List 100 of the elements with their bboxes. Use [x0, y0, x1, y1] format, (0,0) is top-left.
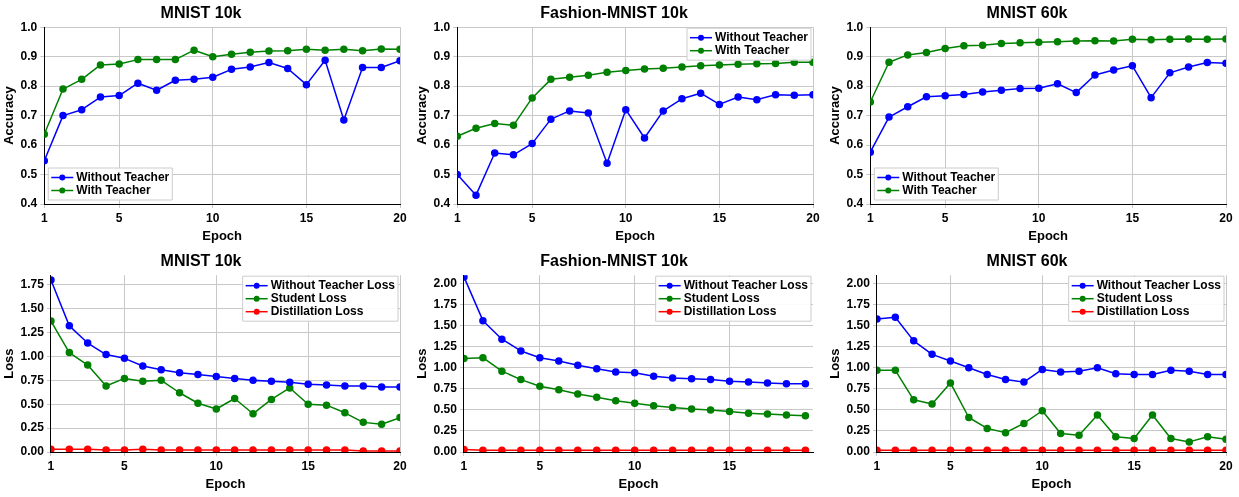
point [725, 407, 734, 416]
point [946, 379, 955, 387]
point [190, 75, 198, 84]
point [903, 51, 912, 59]
chart-title: MNIST 60k [986, 4, 1068, 22]
y-tick-label: 0.7 [433, 107, 451, 122]
point [1053, 80, 1062, 88]
point [622, 66, 630, 75]
legend-label: With Teacher [902, 182, 977, 197]
y-tick-label: 0.75 [433, 381, 458, 396]
point [928, 400, 936, 408]
point [801, 380, 810, 388]
y-axis-title: Accuracy [414, 85, 430, 145]
y-axis-title: Loss [1, 348, 17, 379]
y-tick-label: 0.8 [846, 78, 864, 93]
point [1075, 431, 1083, 439]
chart-title: Fashion-MNIST 10k [540, 4, 688, 22]
x-tick-label: 10 [206, 210, 220, 225]
chart-title: MNIST 10k [160, 4, 242, 22]
point [171, 55, 180, 64]
y-tick-label: 1.50 [846, 318, 871, 333]
point [509, 121, 518, 130]
point [1072, 37, 1080, 45]
y-tick-label: 1.75 [433, 296, 458, 311]
point [983, 446, 991, 452]
point [283, 64, 292, 73]
x-tick-label: 20 [393, 458, 407, 473]
point [630, 369, 639, 377]
point [120, 374, 129, 383]
point [603, 68, 611, 77]
point [377, 45, 386, 53]
point [547, 115, 555, 123]
point [359, 382, 368, 390]
legend-label: Distillation Loss [270, 304, 364, 319]
y-tick-label: 0.75 [846, 381, 871, 396]
point [341, 382, 349, 390]
x-tick-label: 15 [1127, 458, 1142, 473]
point [102, 382, 110, 390]
point [175, 389, 184, 397]
point [753, 95, 761, 104]
point [725, 377, 734, 386]
point [1185, 438, 1194, 446]
legend-label: Student Loss [1096, 291, 1173, 306]
point [630, 399, 639, 407]
point [782, 411, 791, 419]
point [528, 139, 536, 148]
y-tick-label: 1.50 [433, 318, 458, 333]
point [283, 47, 292, 55]
point [1020, 419, 1028, 428]
legend-label: With Teacher [76, 182, 151, 197]
point [1112, 446, 1120, 452]
x-tick-label: 20 [1219, 458, 1233, 473]
x-tick-label: 10 [619, 210, 633, 225]
point [190, 46, 198, 54]
point [744, 409, 753, 418]
point [302, 80, 311, 89]
point [83, 339, 92, 347]
point [321, 46, 329, 54]
point [734, 93, 742, 101]
point [1038, 407, 1047, 415]
x-axis-title: Epoch [615, 227, 656, 243]
point [678, 95, 686, 103]
point [322, 381, 331, 389]
point [304, 400, 312, 408]
point [983, 424, 991, 433]
y-tick-label: 1.0 [433, 19, 451, 34]
point [1147, 36, 1155, 44]
y-axis-title: Loss [414, 348, 430, 379]
point [649, 372, 658, 380]
point [341, 446, 349, 452]
point [928, 350, 936, 359]
point [358, 47, 367, 55]
x-tick-label: 5 [528, 210, 536, 225]
point [771, 59, 780, 68]
point [584, 109, 593, 117]
point [753, 59, 761, 68]
point [536, 446, 544, 452]
point [941, 44, 949, 53]
x-tick-label: 20 [1219, 210, 1233, 225]
point [83, 445, 92, 452]
point [1093, 411, 1102, 419]
point [965, 413, 973, 422]
point [734, 60, 742, 69]
point [77, 75, 86, 84]
point [649, 401, 658, 410]
point [246, 63, 254, 71]
y-tick-label: 1.00 [433, 360, 458, 375]
point [1109, 66, 1118, 74]
point [1130, 370, 1138, 379]
point [1016, 84, 1024, 93]
y-tick-label: 1.25 [846, 339, 871, 354]
point [668, 374, 677, 382]
legend-label: Without Teacher [902, 169, 996, 184]
point [565, 107, 574, 115]
point [909, 337, 918, 345]
y-tick-label: 1.00 [846, 360, 871, 375]
point [1093, 364, 1102, 372]
point [286, 384, 294, 392]
x-tick-label: 10 [1032, 210, 1046, 225]
point [687, 405, 696, 413]
